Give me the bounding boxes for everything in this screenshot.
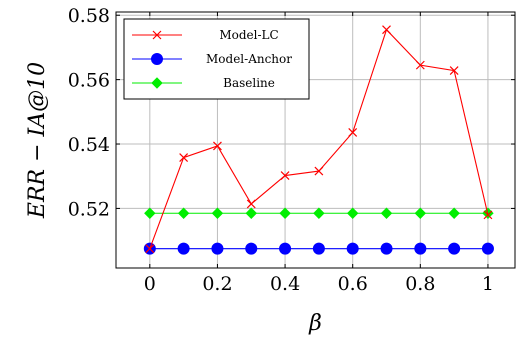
data-point-model-lc bbox=[213, 141, 222, 151]
data-point-model-anchor bbox=[414, 242, 427, 255]
legend-item-baseline: Baseline bbox=[132, 76, 275, 90]
data-point-baseline bbox=[346, 207, 359, 219]
legend-marker bbox=[151, 53, 163, 65]
x-tick-label: 0.4 bbox=[270, 273, 300, 295]
legend-item-model-anchor: Model-Anchor bbox=[132, 52, 292, 66]
tick-layer: 0 0.2 0.4 0.6 0.8 1 0.52 0.54 0.56 0.58 bbox=[68, 5, 515, 295]
data-point-model-anchor bbox=[211, 242, 224, 255]
data-point-model-anchor bbox=[448, 242, 461, 255]
y-tick-label: 0.58 bbox=[68, 5, 110, 27]
data-point-baseline bbox=[448, 207, 460, 219]
data-point-model-anchor bbox=[312, 242, 325, 255]
data-point-model-anchor bbox=[380, 242, 393, 255]
series-layer bbox=[143, 25, 494, 255]
data-point-model-lc bbox=[314, 166, 324, 176]
data-point-model-anchor bbox=[245, 242, 258, 255]
data-point-baseline bbox=[211, 207, 224, 219]
data-point-model-lc bbox=[246, 199, 256, 209]
data-point-model-lc bbox=[415, 60, 425, 70]
legend-marker-model-lc bbox=[152, 30, 162, 40]
data-point-baseline bbox=[245, 207, 257, 219]
legend-marker bbox=[151, 77, 163, 89]
data-point-model-lc bbox=[483, 210, 493, 220]
y-tick-label: 0.54 bbox=[68, 134, 110, 156]
data-point-model-lc bbox=[280, 171, 290, 181]
x-tick-label: 1 bbox=[482, 273, 494, 295]
data-point-model-lc bbox=[382, 25, 391, 35]
y-axis-title: ERR − IA@10 bbox=[25, 62, 50, 219]
data-point-baseline bbox=[279, 207, 291, 219]
legend-marker-model-anchor bbox=[151, 53, 163, 65]
data-point-model-lc bbox=[145, 244, 155, 254]
y-tick-label: 0.52 bbox=[68, 198, 110, 220]
data-point-baseline bbox=[414, 207, 427, 219]
data-point-model-anchor bbox=[346, 242, 359, 255]
x-tick-label: 0.8 bbox=[405, 273, 435, 295]
data-point-baseline bbox=[144, 207, 156, 219]
data-point-model-anchor bbox=[279, 242, 292, 255]
data-point-model-lc bbox=[449, 66, 459, 76]
data-point-model-lc bbox=[179, 153, 189, 162]
y-tick-label: 0.56 bbox=[68, 70, 110, 92]
x-tick-label: 0 bbox=[144, 273, 156, 295]
x-tick-label: 0.6 bbox=[338, 273, 368, 295]
plot-area-frame bbox=[115, 11, 516, 269]
legend-label-baseline: Baseline bbox=[223, 76, 275, 90]
data-point-model-anchor bbox=[177, 242, 190, 255]
data-point-baseline bbox=[380, 207, 393, 219]
data-point-model-lc bbox=[348, 128, 358, 137]
data-point-baseline bbox=[177, 207, 190, 219]
legend-label-model-anchor: Model-Anchor bbox=[206, 52, 292, 66]
x-tick-label: 0.2 bbox=[202, 273, 232, 295]
data-point-model-anchor bbox=[481, 242, 494, 255]
legend: Model-LC Model-Anchor Baseline bbox=[123, 18, 310, 100]
legend-marker-baseline bbox=[151, 77, 163, 89]
data-point-baseline bbox=[313, 207, 325, 219]
legend-label-model-lc: Model-LC bbox=[219, 28, 278, 42]
legend-marker bbox=[152, 30, 162, 40]
x-axis-title: β bbox=[308, 311, 322, 336]
legend-item-model-lc: Model-LC bbox=[132, 28, 279, 42]
